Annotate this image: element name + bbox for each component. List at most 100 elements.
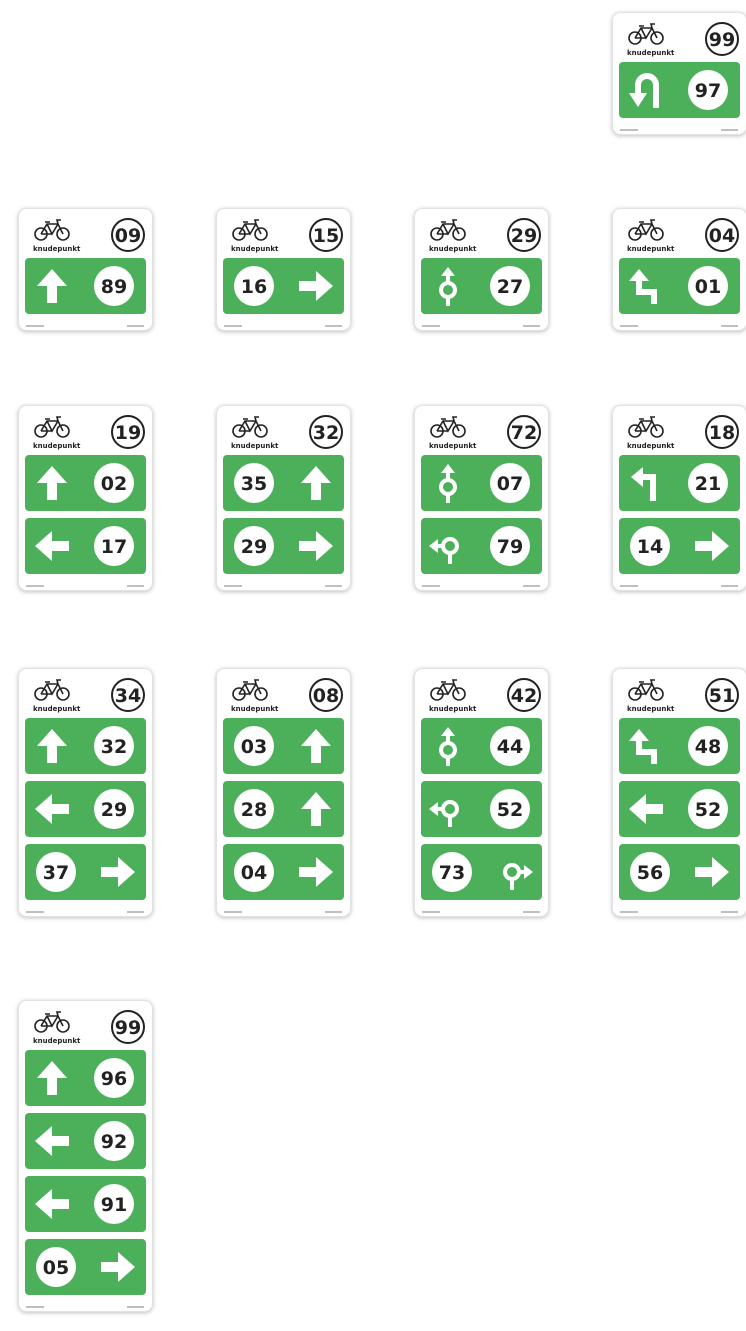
node-circle	[705, 218, 739, 252]
sign-label: knudepunkt	[33, 1037, 81, 1045]
target-number: 79	[497, 536, 523, 558]
target-circle	[234, 266, 274, 306]
bike-frame	[238, 679, 262, 696]
arrow	[301, 729, 331, 763]
arrow-icon	[37, 466, 67, 500]
target-number: 17	[101, 536, 127, 558]
target-circle	[94, 526, 134, 566]
target-number: 89	[101, 276, 127, 298]
sign-label: knudepunkt	[627, 442, 675, 450]
target-number: 73	[439, 862, 465, 884]
sign: knudepunkt 42 44 52 73	[414, 668, 549, 917]
arrow-icon	[35, 1189, 69, 1219]
target-circle	[630, 526, 670, 566]
bike-icon	[628, 219, 664, 241]
target-circle	[490, 789, 530, 829]
arrow-icon	[35, 794, 69, 824]
arrow-icon	[629, 73, 659, 108]
node-number: 99	[115, 1017, 141, 1039]
bike-icon	[232, 679, 268, 701]
bike-wheel	[650, 424, 664, 438]
sign-label: knudepunkt	[627, 49, 675, 57]
sign-label: knudepunkt	[231, 442, 279, 450]
target-number: 05	[43, 1257, 69, 1279]
target-circle	[688, 266, 728, 306]
target-circle	[94, 463, 134, 503]
target-circle	[94, 1121, 134, 1161]
arrow-icon	[629, 729, 657, 764]
arrow-icon	[301, 466, 331, 500]
arrow-icon	[35, 531, 69, 561]
target-number: 16	[241, 276, 267, 298]
arrow-icon	[37, 729, 67, 763]
target-number: 29	[101, 799, 127, 821]
target-number: 97	[695, 80, 721, 102]
sign: knudepunkt 29 27	[414, 208, 549, 331]
arrow	[642, 474, 656, 501]
sign-label: knudepunkt	[429, 705, 477, 713]
bike-icon	[430, 416, 466, 438]
bike-wheel	[56, 227, 70, 241]
arrow-head	[629, 93, 647, 107]
bike-icon	[34, 679, 70, 701]
sign: knudepunkt 32 35 29	[216, 405, 351, 591]
target-number: 14	[637, 536, 663, 558]
sign: knudepunkt 99 97	[612, 12, 746, 135]
sign: knudepunkt 15 16	[216, 208, 351, 331]
arrow-head	[441, 727, 455, 736]
node-circle	[507, 415, 541, 449]
node-number: 15	[313, 225, 339, 247]
target-circle	[490, 463, 530, 503]
arrow-icon	[429, 537, 459, 564]
bike-frame	[40, 1011, 64, 1028]
bike-icon	[430, 219, 466, 241]
target-number: 56	[637, 862, 663, 884]
arrow-icon	[439, 727, 457, 766]
target-circle	[234, 789, 274, 829]
sign-label: knudepunkt	[627, 705, 675, 713]
node-circle	[309, 415, 343, 449]
arrow	[636, 280, 657, 304]
bike-frame	[238, 219, 262, 236]
sign-label: knudepunkt	[33, 442, 81, 450]
arrow	[35, 1189, 69, 1219]
target-number: 07	[497, 473, 523, 495]
arrow	[299, 271, 333, 301]
bike-frame	[634, 219, 658, 236]
target-number: 35	[241, 473, 267, 495]
arrow-icon	[439, 267, 457, 306]
target-circle	[490, 726, 530, 766]
bike-frame	[634, 23, 658, 40]
arrow-icon	[37, 269, 67, 303]
arrow	[101, 857, 135, 887]
sign-label: knudepunkt	[627, 245, 675, 253]
node-circle	[507, 218, 541, 252]
target-number: 27	[497, 276, 523, 298]
node-number: 04	[709, 225, 735, 247]
target-circle	[688, 789, 728, 829]
target-circle	[234, 726, 274, 766]
bike-wheel	[650, 227, 664, 241]
bike-icon	[34, 416, 70, 438]
sign-label: knudepunkt	[429, 245, 477, 253]
bike-frame	[436, 219, 460, 236]
arrow	[635, 73, 659, 108]
arrow	[37, 729, 67, 763]
bike-icon	[430, 679, 466, 701]
target-number: 29	[241, 536, 267, 558]
arrow-icon	[631, 467, 656, 501]
target-circle	[490, 266, 530, 306]
arrow-head	[629, 269, 649, 281]
node-circle	[309, 218, 343, 252]
target-circle	[94, 1058, 134, 1098]
arrow	[299, 857, 333, 887]
target-number: 44	[497, 736, 523, 758]
node-number: 08	[313, 685, 339, 707]
node-circle	[705, 415, 739, 449]
target-number: 92	[101, 1131, 127, 1153]
node-number: 72	[511, 422, 537, 444]
sign: knudepunkt 09 89	[18, 208, 153, 331]
target-number: 52	[497, 799, 523, 821]
bike-wheel	[452, 227, 466, 241]
arrow-icon	[503, 863, 533, 890]
